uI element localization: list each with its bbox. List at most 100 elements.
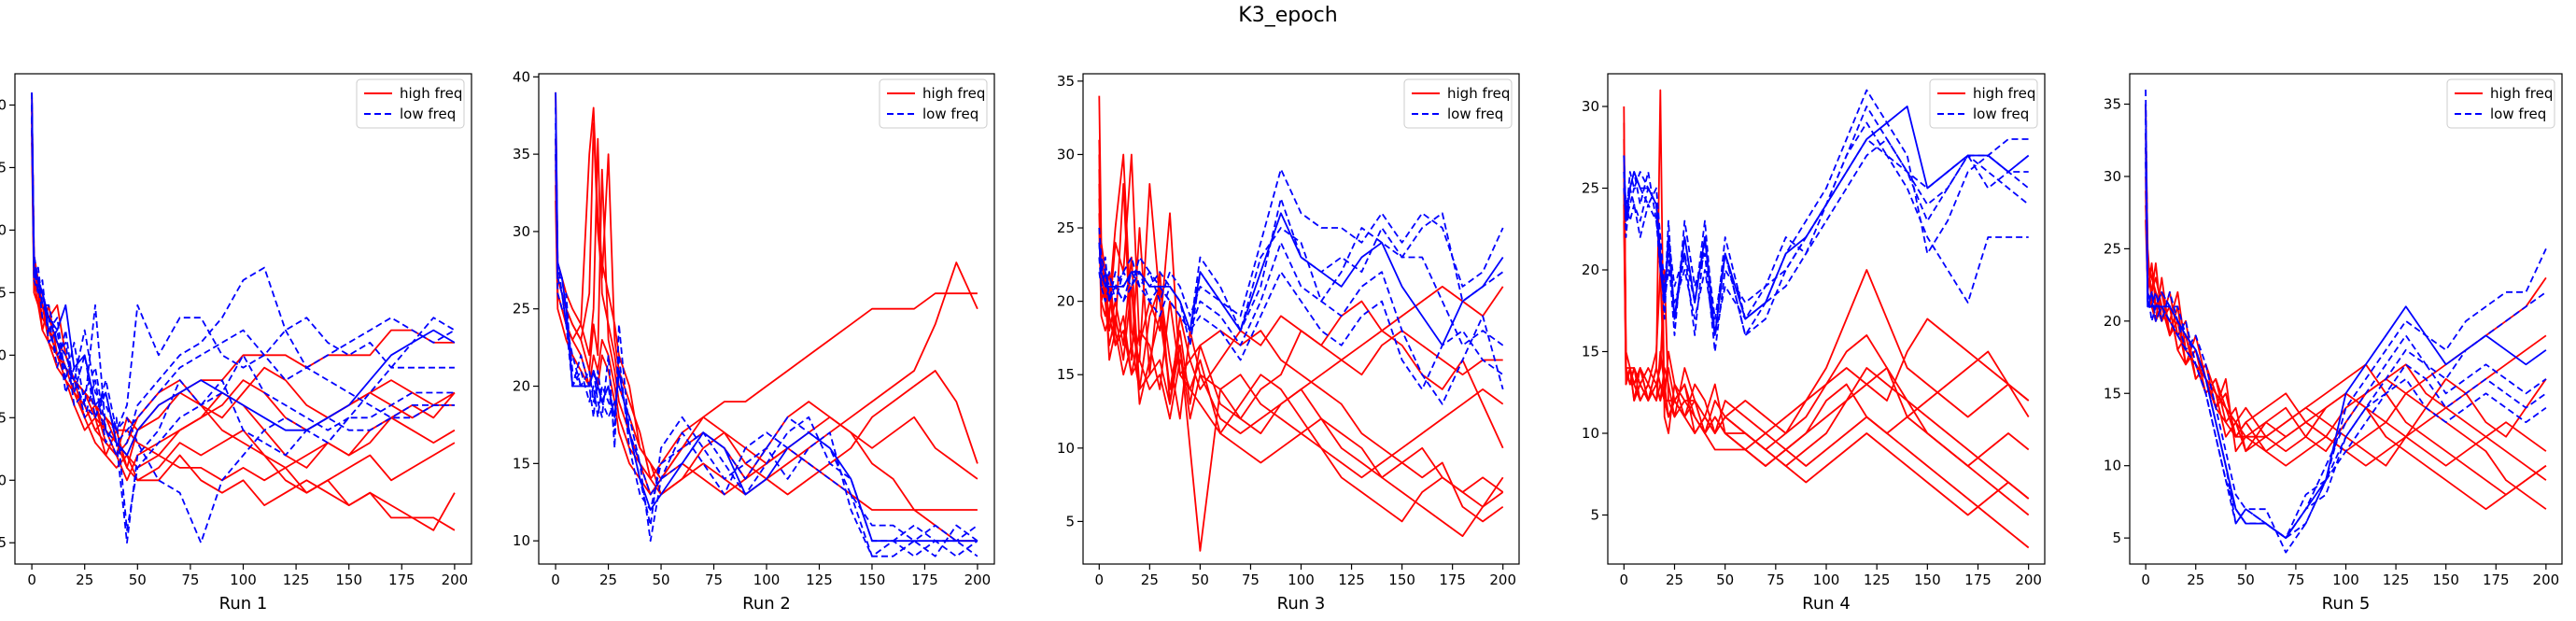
y-tick-label: 30	[1057, 146, 1075, 162]
x-tick-label: 25	[599, 572, 617, 588]
x-tick-label: 0	[551, 572, 560, 588]
y-tick-label: 25	[1057, 219, 1075, 236]
y-tick-label: 15	[513, 455, 530, 472]
x-tick-label: 75	[2287, 572, 2304, 588]
series-group	[555, 92, 978, 557]
legend-label: low freq	[1447, 106, 1503, 122]
legend-box	[356, 78, 465, 129]
low-freq-line-14	[1623, 106, 2030, 336]
figure-title: K3_epoch	[1238, 4, 1338, 27]
x-tick-label: 50	[2237, 572, 2255, 588]
legend-label: high freq	[1447, 85, 1510, 102]
x-tick-label: 150	[335, 572, 362, 588]
y-tick-label: 10	[2104, 458, 2121, 474]
x-tick-label: 50	[1191, 572, 1209, 588]
x-tick-label: 175	[388, 572, 415, 588]
y-tick-label: 25	[1582, 180, 1599, 197]
x-tick-label: 100	[1288, 572, 1315, 588]
x-tick-label: 175	[1439, 572, 1466, 588]
y-tick-label: 30	[2104, 168, 2121, 185]
x-tick-label: 100	[230, 572, 257, 588]
low-freq-line-7	[555, 107, 978, 557]
subplot-5: 0 25 50 75 100 125 150 175 200 5 10 15 20 25 30 35 Run 5…	[2104, 73, 2563, 614]
y-tick-label: 20	[0, 346, 7, 363]
low-freq-line-11	[31, 130, 455, 531]
x-tick-label: 150	[859, 572, 886, 588]
low-freq-line-11	[1623, 138, 2029, 353]
x-tick-label: 125	[806, 572, 833, 588]
legend-label: high freq	[2490, 85, 2553, 102]
y-tick-label: 20	[2104, 313, 2121, 330]
x-tick-label: 25	[2187, 572, 2204, 588]
low-freq-line-10	[555, 154, 978, 557]
legend-label: low freq	[2490, 106, 2546, 122]
x-tick-label: 200	[964, 572, 992, 588]
high-freq-line-2	[1623, 122, 2030, 516]
low-freq-line-14	[31, 117, 456, 445]
y-tick-label: 30	[513, 223, 530, 240]
high-freq-line-7	[1623, 204, 2030, 467]
y-tick-label: 40	[513, 68, 530, 85]
y-tick-label: 20	[513, 378, 530, 395]
high-freq-line-3	[1098, 154, 1504, 523]
low-freq-line-13	[31, 105, 455, 457]
x-tick-label: 150	[2432, 572, 2459, 588]
legend: high freq low freq	[879, 78, 988, 129]
low-freq-line-9	[1098, 212, 1504, 332]
x-tick-label: 200	[1489, 572, 1516, 588]
low-freq-line-11	[1098, 197, 1504, 346]
legend-label: low freq	[1973, 106, 2029, 122]
legend-box	[1403, 78, 1513, 129]
legend-box	[879, 78, 988, 129]
x-tick-label: 175	[911, 572, 938, 588]
high-freq-line-5	[1098, 183, 1504, 523]
x-tick-label: 125	[2383, 572, 2410, 588]
low-freq-line-9	[31, 105, 456, 544]
x-tick-label: 125	[1338, 572, 1365, 588]
x-tick-label: 0	[27, 572, 36, 588]
x-tick-label: 200	[442, 572, 469, 588]
x-tick-label: 100	[753, 572, 781, 588]
y-tick-label: 10	[1582, 425, 1599, 442]
high-freq-line-6	[2145, 191, 2547, 467]
low-freq-line-13	[1623, 121, 2030, 336]
legend-box	[1929, 78, 2038, 129]
y-tick-label: 5	[1065, 513, 1075, 529]
low-freq-line-12	[31, 92, 455, 544]
legend-label: high freq	[1973, 85, 2035, 102]
x-axis-label: Run 5	[2322, 594, 2371, 614]
low-freq-line-9	[2145, 89, 2547, 554]
high-freq-line-2	[555, 122, 978, 480]
axes-frame	[2129, 73, 2563, 565]
series-group	[1098, 95, 1504, 552]
legend-box	[2446, 78, 2555, 129]
high-freq-line-7	[1098, 213, 1504, 435]
y-tick-label: 30	[1582, 98, 1599, 115]
x-tick-label: 150	[1388, 572, 1415, 588]
y-tick-label: 30	[0, 221, 7, 238]
subplot-1: 0 25 50 75 100 125 150 175 200 5 10 15 20 25 30 35 40 Run…	[0, 73, 472, 614]
y-tick-label: 35	[2104, 96, 2121, 113]
y-tick-label: 10	[1057, 440, 1075, 457]
x-tick-label: 175	[2483, 572, 2510, 588]
y-tick-label: 25	[0, 284, 7, 301]
high-freq-line-2	[2145, 133, 2547, 453]
high-freq-line-5	[31, 105, 456, 482]
legend: high freq low freq	[2446, 78, 2555, 129]
high-freq-line-4	[1098, 169, 1504, 537]
legend: high freq low freq	[1929, 78, 2038, 129]
y-tick-label: 5	[0, 534, 7, 551]
low-freq-line-10	[31, 117, 455, 431]
low-freq-line-14	[1098, 212, 1504, 346]
y-tick-label: 5	[1590, 507, 1599, 524]
y-tick-label: 25	[2104, 240, 2121, 257]
low-freq-line-10	[2145, 118, 2547, 539]
x-tick-label: 25	[1141, 572, 1159, 588]
x-tick-label: 200	[2015, 572, 2042, 588]
y-tick-label: 15	[1582, 344, 1599, 360]
y-tick-label: 10	[0, 472, 7, 488]
x-tick-label: 75	[1767, 572, 1784, 588]
x-tick-label: 0	[2141, 572, 2150, 588]
x-tick-label: 75	[181, 572, 199, 588]
high-freq-line-6	[1623, 188, 2030, 467]
